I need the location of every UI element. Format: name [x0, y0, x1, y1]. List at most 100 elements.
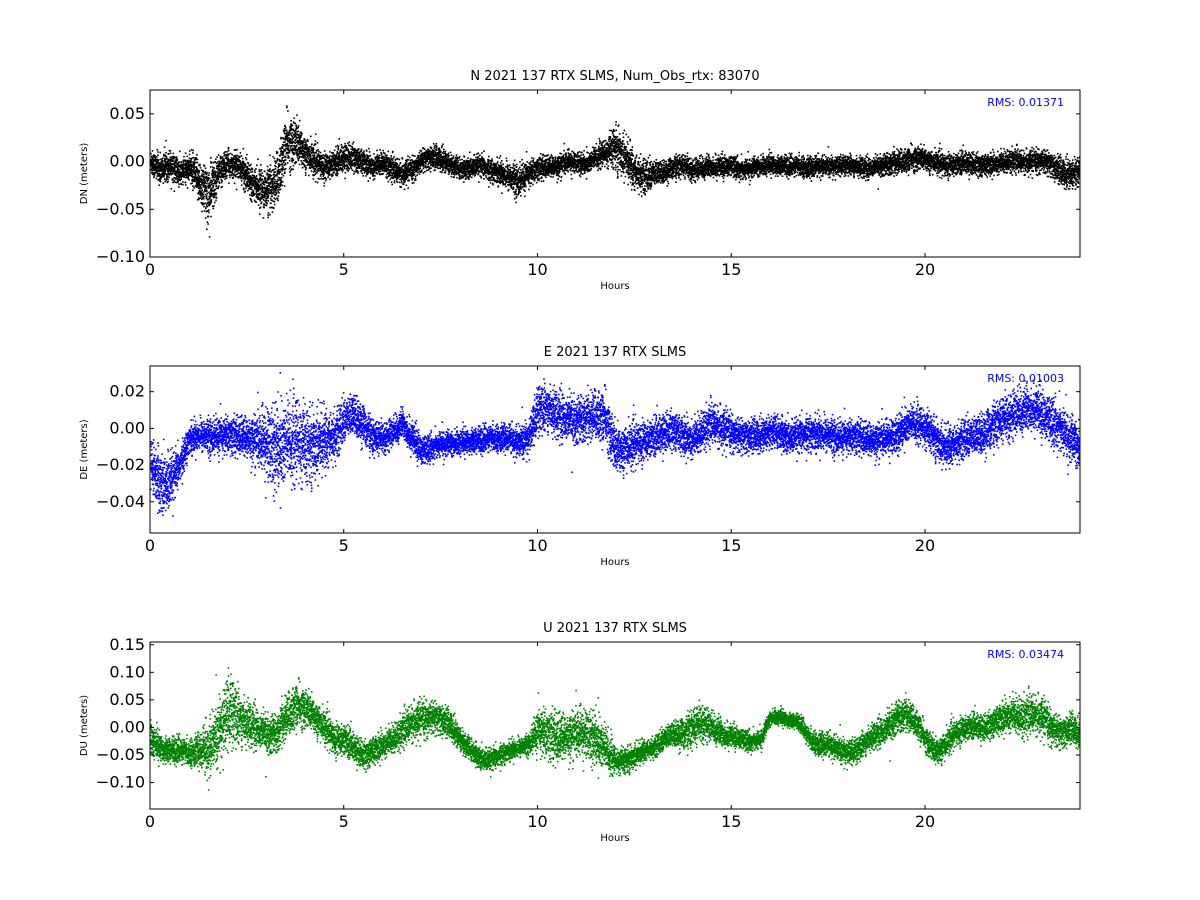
data-point — [418, 163, 420, 165]
data-point — [198, 183, 201, 186]
data-point — [343, 156, 345, 158]
data-point — [234, 168, 236, 170]
data-point — [279, 177, 281, 180]
data-point — [222, 166, 225, 169]
data-point — [303, 145, 305, 147]
data-point — [347, 161, 350, 163]
data-point — [231, 174, 233, 177]
data-point — [254, 183, 257, 185]
data-point — [196, 161, 199, 164]
data-point — [159, 151, 162, 154]
data-point — [288, 142, 291, 144]
data-point — [331, 157, 334, 159]
data-point — [210, 199, 213, 201]
data-point — [294, 130, 297, 132]
data-point — [231, 158, 233, 161]
data-point — [314, 157, 316, 159]
data-point — [226, 151, 228, 153]
data-point — [226, 175, 228, 177]
data-point — [319, 175, 322, 177]
data-point — [201, 180, 203, 183]
data-point — [273, 200, 276, 203]
data-point — [167, 169, 169, 172]
data-point — [209, 184, 211, 186]
data-point — [416, 164, 418, 166]
data-point — [338, 154, 340, 156]
data-point — [205, 189, 207, 192]
data-point — [444, 152, 446, 154]
data-point — [236, 165, 239, 168]
data-point — [416, 169, 419, 172]
data-point — [445, 156, 447, 159]
data-point — [208, 211, 210, 214]
data-point — [393, 156, 395, 158]
data-point — [395, 158, 397, 161]
data-point — [176, 157, 178, 160]
data-point — [206, 210, 209, 212]
data-point — [328, 170, 331, 173]
data-point — [417, 171, 419, 174]
data-point — [243, 164, 245, 166]
data-point — [187, 176, 190, 178]
data-point — [395, 162, 397, 165]
data-point — [323, 173, 325, 176]
data-point — [229, 176, 231, 179]
data-point — [363, 153, 366, 156]
data-point — [337, 166, 340, 168]
data-point — [255, 184, 257, 187]
data-point — [215, 158, 217, 160]
data-point — [276, 151, 279, 154]
data-point — [233, 174, 236, 177]
data-point — [251, 201, 253, 203]
data-point — [258, 187, 260, 190]
data-point — [199, 177, 202, 180]
data-point — [198, 182, 200, 184]
data-point — [428, 157, 431, 160]
data-point — [415, 168, 418, 171]
data-point — [195, 166, 198, 168]
data-point — [187, 167, 189, 170]
data-point — [274, 171, 276, 173]
data-point — [264, 204, 266, 206]
data-point — [208, 172, 210, 174]
data-point — [376, 154, 379, 156]
data-point — [343, 146, 345, 149]
data-point — [192, 175, 195, 178]
data-point — [281, 150, 284, 153]
data-point — [366, 173, 369, 176]
data-point — [196, 158, 199, 161]
data-point — [364, 163, 367, 166]
data-point — [379, 170, 382, 173]
data-point — [400, 166, 403, 169]
data-point — [281, 176, 283, 179]
data-point — [378, 170, 380, 172]
data-point — [417, 161, 420, 163]
data-point — [208, 182, 210, 185]
data-point — [228, 164, 230, 166]
data-point — [400, 168, 403, 170]
data-point — [439, 163, 442, 166]
data-point — [167, 172, 170, 175]
data-point — [410, 163, 413, 165]
data-point — [170, 169, 172, 171]
data-point — [192, 170, 194, 173]
data-point — [428, 150, 431, 153]
data-point — [343, 163, 346, 166]
data-point — [277, 168, 279, 171]
data-point — [220, 181, 223, 184]
data-point — [215, 192, 218, 195]
data-point — [288, 144, 291, 147]
data-point — [319, 155, 321, 157]
data-point — [161, 160, 164, 163]
data-point — [401, 157, 403, 159]
data-point — [279, 168, 282, 171]
data-point — [253, 199, 256, 202]
data-point — [271, 187, 273, 189]
data-point — [315, 157, 318, 159]
data-point — [273, 191, 275, 194]
data-point — [268, 170, 271, 173]
data-point — [336, 171, 338, 174]
data-point — [309, 167, 312, 170]
data-point — [250, 182, 253, 184]
data-point — [424, 163, 427, 165]
